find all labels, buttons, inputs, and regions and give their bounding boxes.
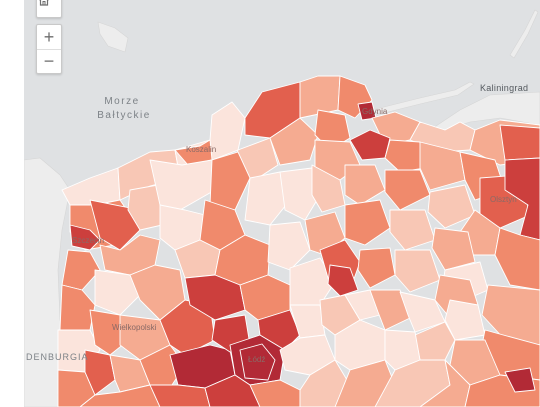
region-wyszkow[interactable]: [444, 299, 486, 341]
region-east-2[interactable]: [494, 227, 540, 291]
label-kaliningrad: Kaliningrad: [480, 83, 528, 93]
label-lodz: Łódź: [248, 355, 265, 364]
region-tuchola[interactable]: [244, 171, 291, 226]
home-icon: [39, 0, 49, 6]
region-nowa-sol[interactable]: [84, 349, 116, 396]
region-sierpc[interactable]: [357, 247, 396, 289]
region-torun[interactable]: [267, 221, 311, 271]
map-labels: Morze Bałtyckie Kaliningrad DENBURGIA Ko…: [26, 83, 528, 364]
region-south-2[interactable]: [149, 384, 211, 407]
home-button[interactable]: [36, 0, 62, 18]
choropleth-map[interactable]: Morze Bałtyckie Kaliningrad DENBURGIA Ko…: [24, 0, 540, 407]
region-ostroda[interactable]: [419, 141, 466, 191]
region-wloclawek[interactable]: [289, 257, 336, 306]
region-ciechanow[interactable]: [394, 249, 441, 293]
region-brodnica[interactable]: [344, 199, 391, 246]
region-mlawa[interactable]: [431, 227, 476, 271]
island-bornholm: [97, 21, 129, 53]
label-koszalin: Koszalin: [186, 145, 216, 154]
zoom-out-button[interactable]: −: [43, 51, 55, 71]
spit-curonian: [509, 9, 539, 59]
region-north-east-2[interactable]: [499, 124, 540, 161]
region-koszalin[interactable]: [174, 139, 213, 166]
label-sea-line1: Morze: [104, 96, 139, 107]
zoom-in-button[interactable]: +: [37, 25, 61, 50]
region-chojnice[interactable]: [209, 151, 251, 211]
region-south-11[interactable]: [419, 359, 471, 407]
label-gdynia: Gdynia: [362, 107, 388, 116]
region-dzialdowo[interactable]: [389, 209, 436, 251]
region-plonsk[interactable]: [399, 291, 446, 333]
label-sea-line2: Bałtyckie: [97, 110, 151, 121]
region-kwidzyn[interactable]: [344, 164, 386, 206]
label-wielkopolski: Wielkopolski: [112, 323, 157, 332]
region-koscierzyna[interactable]: [269, 117, 319, 166]
region-miedzyrzecz[interactable]: [94, 269, 141, 316]
region-sochaczew[interactable]: [369, 289, 411, 331]
region-south-east-dark[interactable]: [504, 367, 536, 393]
label-brandenburgia: DENBURGIA: [26, 352, 89, 362]
region-stargard[interactable]: [89, 199, 141, 251]
region-grudziadz[interactable]: [311, 164, 346, 213]
region-plock-city[interactable]: [327, 264, 359, 297]
region-lodz-city[interactable]: [239, 343, 276, 381]
region-swiecie[interactable]: [279, 167, 321, 221]
poland-regions[interactable]: [57, 75, 540, 407]
map-frame[interactable]: Morze Bałtyckie Kaliningrad DENBURGIA Ko…: [24, 0, 540, 407]
label-olsztyn: Olsztyn: [490, 195, 517, 204]
label-szczecin: Szczecin: [72, 236, 104, 245]
zoom-control: + −: [36, 24, 62, 74]
region-nidzica[interactable]: [427, 184, 476, 229]
region-szczecin[interactable]: [69, 224, 101, 251]
region-ilawa[interactable]: [384, 169, 431, 211]
region-gorzow-north[interactable]: [99, 234, 161, 276]
spit-vistula: [371, 81, 475, 115]
region-mysliborz[interactable]: [61, 249, 101, 291]
